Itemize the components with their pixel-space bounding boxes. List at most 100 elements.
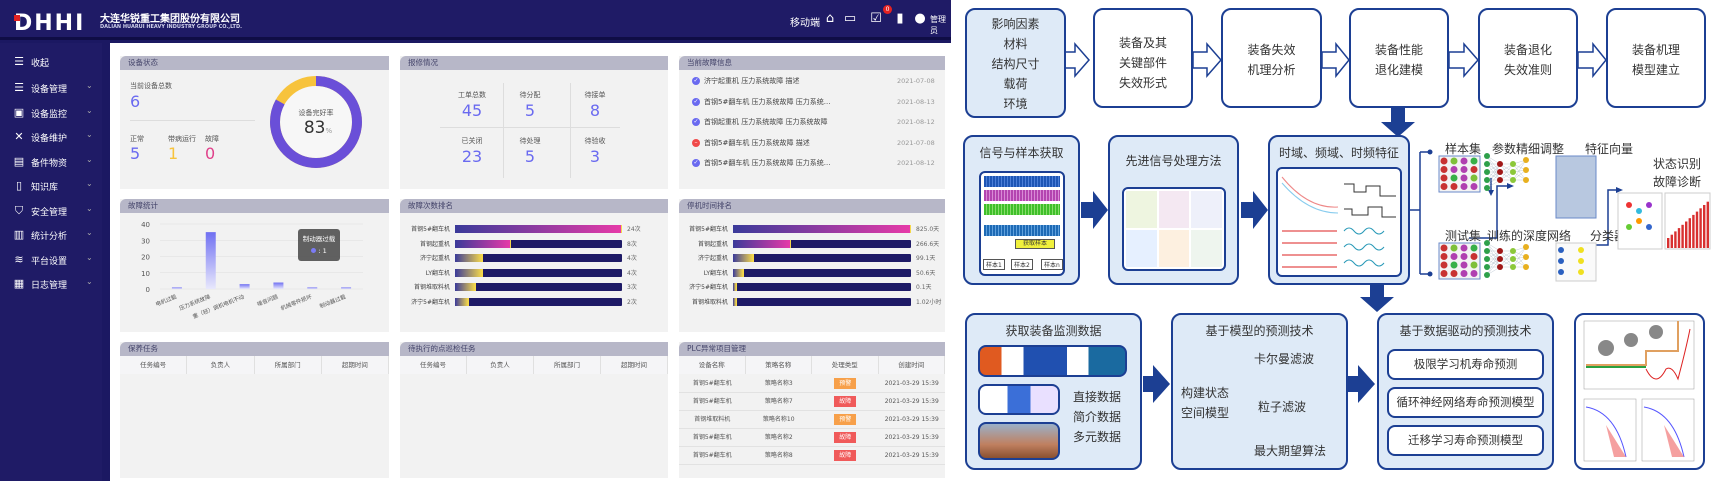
shield-icon: ⛉ (14, 203, 24, 217)
column-header[interactable]: 任务编号 (400, 356, 467, 374)
repair-label: 待处理 (519, 137, 541, 145)
panel-repair: 报修情况 工单总数 45 待分配 5 待接单 8 已关闭 23 待处理 5 待验收 3 (400, 56, 668, 189)
sample-node (1450, 157, 1458, 165)
box-text: 装备退化 失效准则 (1480, 10, 1576, 80)
sidebar-item[interactable]: ✕ 设备维护 ⌄ (0, 126, 102, 148)
fault-item-text[interactable]: 首钢5#翻车机 压力系统故障 描述 (704, 138, 810, 147)
sidebar-item[interactable]: ⛉ 安全管理 ⌄ (0, 200, 102, 222)
ranking-bar-fill (733, 298, 737, 306)
sidebar-item[interactable]: ≋ 平台设置 ⌄ (0, 249, 102, 271)
box-text: 装备失效 机理分析 (1223, 10, 1320, 80)
classifier-node (1558, 258, 1564, 264)
processing-methods-image (1122, 187, 1226, 271)
cell-strategy: 策略名称7 (764, 398, 793, 405)
cell-time: 2021-03-29 15:39 (884, 434, 939, 441)
sidebar-item[interactable]: ▤ 备件物资 ⌄ (0, 151, 102, 173)
row-divider (679, 392, 945, 393)
mobile-link[interactable]: 移动端 (790, 18, 820, 29)
user-icon[interactable]: ● (914, 11, 926, 26)
chevron-down-icon: ⌄ (86, 277, 93, 286)
column-header[interactable]: 处理类型 (812, 356, 879, 374)
column-header[interactable]: 超期时间 (601, 356, 668, 374)
sidebar-item-label: 备件物资 (31, 158, 68, 169)
sidebar-item[interactable]: ▥ 统计分析 ⌄ (0, 224, 102, 246)
ranking-label: 首钢堆取料机 (413, 284, 450, 292)
method-label: 卡尔曼滤波 (1254, 352, 1315, 366)
ranking-label: 首钢5#翻车机 (689, 226, 728, 233)
column-header[interactable]: 设备名称 (679, 356, 746, 374)
network-node (1484, 272, 1490, 278)
column-header[interactable]: 负责人 (467, 356, 534, 374)
sidebar-item[interactable]: ☰ 设备管理 ⌄ (0, 77, 102, 99)
type-badge: 预警 (834, 378, 857, 389)
box-data-driven: 基于数据驱动的预测技术 极限学习机寿命预测 循环神经网络寿命预测模型 迁移学习寿… (1377, 313, 1554, 470)
repair-value: 5 (524, 147, 536, 166)
sidebar-collapse[interactable]: ☰ 收起 (0, 51, 102, 73)
sample-node (1460, 261, 1468, 269)
home-icon[interactable]: ⌂ (825, 11, 835, 26)
accuracy-bar (1677, 228, 1681, 248)
sidebar-item-label: 知识库 (31, 183, 59, 193)
availability-donut (270, 76, 362, 168)
tools-icon: ✕ (14, 130, 24, 143)
sidebar-item[interactable]: ▯ 知识库 ⌄ (0, 175, 102, 197)
column-header[interactable]: 创建时间 (878, 356, 945, 374)
network-node (1497, 248, 1503, 254)
monitor-chart-icon[interactable]: ▭ (843, 11, 857, 26)
fault-bar-chart: 010203040电机过载 压力系统故障重（轻）调机电机不动 噪音问题 机械零件损坏制… (141, 221, 363, 320)
column-header[interactable]: 所属部门 (534, 356, 601, 374)
network-node (1484, 169, 1490, 175)
box-features: 时域、频域、时频特征 (1268, 135, 1410, 285)
network-edge (1486, 163, 1501, 181)
panel-maintenance-tasks: 保养任务 任务编号 负责人 所属部门 超期时间 (120, 342, 389, 478)
classifier-node (1578, 247, 1584, 253)
ranking-bar-fill (733, 283, 737, 292)
column-header[interactable]: 任务编号 (120, 356, 188, 374)
arrow-down-icon (1381, 108, 1415, 137)
branch-connector (1410, 151, 1430, 275)
sidebar-item[interactable]: ▦ 日志管理 ⌄ (0, 273, 102, 295)
fine-tune-label: 参数精细调整 (1492, 142, 1565, 156)
repair-value: 8 (589, 101, 601, 120)
box-line: 载荷 (1003, 77, 1028, 91)
sidebar-item[interactable]: ▣ 设备监控 ⌄ (0, 102, 102, 124)
accuracy-bar (1703, 205, 1706, 248)
fault-item-date: 2021-08-12 (897, 159, 935, 167)
network-node (1484, 153, 1490, 159)
book-icon[interactable]: ▮ (896, 11, 904, 26)
type-badge: 预警 (834, 414, 857, 425)
arrow-right-icon (1081, 191, 1108, 229)
column-header[interactable]: 策略名称 (745, 356, 812, 374)
sidebar-item-label: 安全管理 (31, 207, 68, 218)
calendar-check-icon[interactable]: ☑ (870, 11, 882, 26)
fault-item-text[interactable]: 首钢起重机 压力系统故障 压力系统故障 (704, 118, 828, 126)
fault-item-text[interactable]: 济宁起重机 压力系统故障 描述 (704, 77, 800, 85)
monitor-icon: ▣ (13, 105, 25, 119)
fault-item-text[interactable]: 首钢5#翻车机 压力系统故障 压力系统... (704, 159, 831, 167)
box-text: 装备及其 关键部件 失效形式 (1095, 10, 1191, 93)
cell-time: 2021-03-29 15:39 (884, 380, 939, 387)
sample-node (1460, 270, 1468, 277)
cell-type: 预警 (812, 375, 879, 392)
sample-node (1460, 157, 1468, 165)
fault-item-text[interactable]: 首钢5#翻车机 压力系统故障 压力系统... (704, 97, 831, 106)
box-line: 材料 (1003, 37, 1028, 51)
ranking-bar-fill (455, 254, 483, 263)
column-header[interactable]: 所属部门 (254, 356, 322, 374)
bar-电机过载 (171, 287, 182, 289)
sample-node (1470, 166, 1478, 173)
column-header[interactable]: 负责人 (187, 356, 255, 374)
type-badge: 故障 (834, 432, 857, 443)
x-tick-label: 重（轻）调机电机不动 (191, 292, 245, 320)
bar-压力系统故障 (205, 232, 216, 289)
divider (503, 83, 504, 178)
sidebar: ☰ 收起 ☰ 设备管理 ⌄ ▣ 设备监控 ⌄ ✕ 设备维护 ⌄ ▤ 备件物资 ⌄ ▯ 知识库 ⌄ ⛉ 安全管理 ⌄ ▥ 统… (0, 43, 102, 481)
get-sample-label: 获取样本 (1015, 239, 1055, 249)
tooltip-value: : 1 (318, 247, 327, 255)
bar-噪音问题 (273, 282, 284, 289)
user-name[interactable]: 管理员 (930, 15, 946, 35)
menu-icon: ☰ (14, 55, 24, 68)
sidebar-item-label: 统计分析 (31, 232, 68, 242)
network-node (1484, 264, 1490, 270)
column-header[interactable]: 超期时间 (321, 356, 389, 374)
